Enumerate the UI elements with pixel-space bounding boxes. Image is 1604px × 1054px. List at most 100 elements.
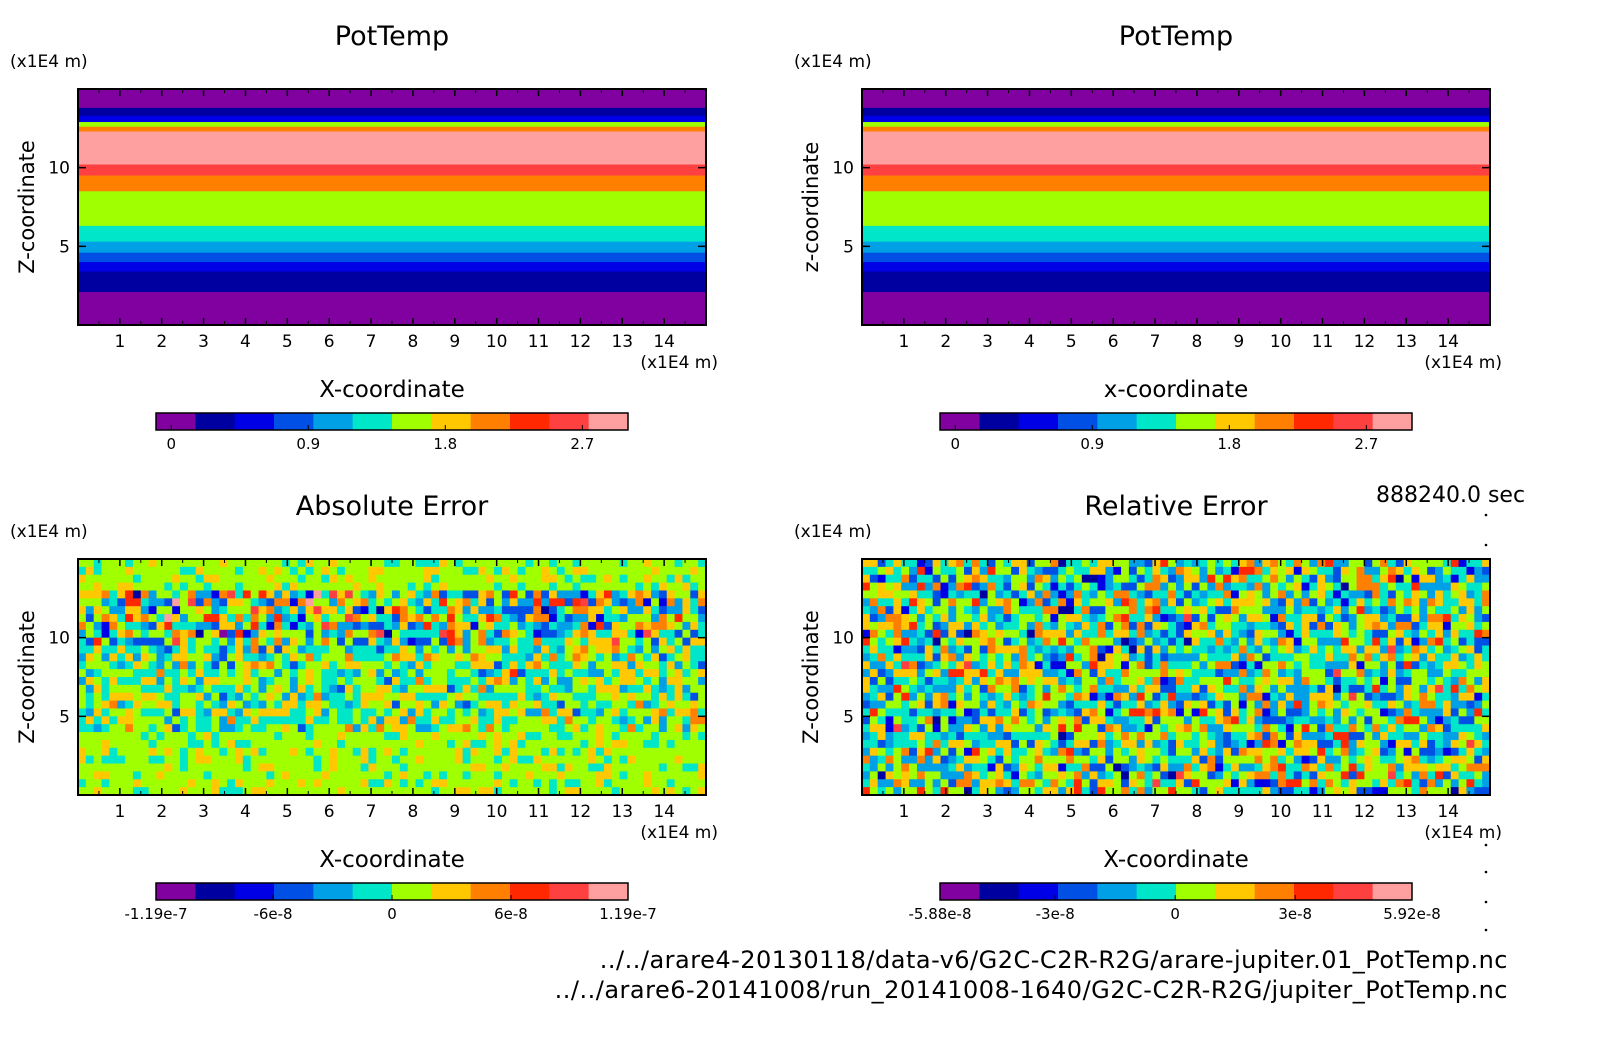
footer-file-1: ../../arare4-20130118/data-v6/G2C-C2R-R2… <box>599 946 1508 974</box>
x-tick-label: 2 <box>156 802 167 822</box>
x-tick-label: 8 <box>1192 802 1203 822</box>
colorbar-tick-label: 6e-8 <box>494 905 528 923</box>
contour-layer <box>78 89 706 109</box>
y-tick-label: 5 <box>59 707 70 727</box>
colorbar-swatch <box>313 413 354 430</box>
x-tick-label: 11 <box>1312 332 1334 352</box>
x-axis-label: X-coordinate <box>319 377 465 403</box>
contour-streak <box>572 136 595 140</box>
chart-panel-2: PotTemp (x1E4 m) (x1E4 m) x-coordinate z-coo… <box>794 21 1502 453</box>
contour-streak <box>975 136 1003 140</box>
x-tick-label: 5 <box>282 332 293 352</box>
x-tick-label: 3 <box>982 332 993 352</box>
colorbar-tick-label: 5.92e-8 <box>1383 905 1441 923</box>
x-tick-label: 4 <box>1024 332 1035 352</box>
y-tick-label: 10 <box>48 159 70 179</box>
x-tick-label: 10 <box>1270 332 1292 352</box>
colorbar-tick-label: 2.7 <box>1354 435 1378 453</box>
colorbar: 0 0.9 1.8 2.7 <box>155 412 629 453</box>
edge-dot <box>1484 870 1488 874</box>
contour-layer <box>862 291 1490 325</box>
x-tick-label: 5 <box>282 802 293 822</box>
contour-layer <box>862 115 1490 123</box>
colorbar-swatch <box>195 883 236 900</box>
colorbar-swatch <box>392 413 432 430</box>
edge-dot <box>1484 843 1488 847</box>
colorbar-swatch <box>1215 883 1256 900</box>
colorbar-tick-label: 1.19e-7 <box>599 905 657 923</box>
colorbar-swatch <box>1058 883 1098 900</box>
contour-streak <box>603 136 640 140</box>
colorbar-tick-label: 0 <box>166 435 176 453</box>
contour-streak <box>1166 136 1186 140</box>
x-axis-label: X-coordinate <box>319 847 465 873</box>
contour-streak <box>1086 136 1106 140</box>
colorbar-swatch <box>979 413 1020 430</box>
x-tick-label: 6 <box>324 802 335 822</box>
y-unit-label: (x1E4 m) <box>10 522 88 542</box>
colorbar-swatch <box>431 413 472 430</box>
y-axis-label: z-coordinate <box>799 142 823 273</box>
x-tick-label: 13 <box>1395 332 1417 352</box>
contour-layer <box>862 126 1490 132</box>
x-tick-label: 5 <box>1066 332 1077 352</box>
colorbar: -5.88e-8 -3e-8 0 3e-8 5.92e-8 <box>909 882 1441 923</box>
colorbar-swatch <box>1372 413 1413 430</box>
colorbar-tick-label: 3e-8 <box>1278 905 1312 923</box>
x-tick-label: 11 <box>528 802 550 822</box>
chart-title: Relative Error <box>1084 491 1268 522</box>
x-tick-label: 12 <box>1354 332 1376 352</box>
contour-layer <box>862 175 1490 192</box>
y-unit-label: (x1E4 m) <box>10 52 88 72</box>
colorbar: 0 0.9 1.8 2.7 <box>939 412 1413 453</box>
contour-streak <box>419 136 443 140</box>
plot-area <box>862 89 1490 325</box>
contour-layer <box>862 122 1490 128</box>
x-tick-label: 13 <box>1395 802 1417 822</box>
colorbar-tick-label: 0.9 <box>296 435 320 453</box>
contour-layer <box>78 271 706 293</box>
x-tick-label: 4 <box>1024 802 1035 822</box>
contour-streak <box>1393 136 1425 140</box>
x-tick-label: 4 <box>240 332 251 352</box>
contour-streak <box>682 136 699 140</box>
contour-streak <box>260 136 297 140</box>
x-tick-label: 10 <box>486 802 508 822</box>
x-tick-label: 14 <box>1437 332 1459 352</box>
x-tick-label: 11 <box>1312 802 1334 822</box>
chart-title: PotTemp <box>1119 21 1233 52</box>
x-tick-label: 10 <box>1270 802 1292 822</box>
time-label: 888240.0 sec <box>1376 483 1526 508</box>
colorbar-swatch <box>940 413 980 430</box>
x-tick-label: 6 <box>1108 802 1119 822</box>
x-tick-label: 9 <box>449 332 460 352</box>
x-tick-label: 3 <box>198 802 209 822</box>
colorbar-swatch <box>1215 413 1256 430</box>
x-tick-label: 2 <box>156 332 167 352</box>
x-unit-label: (x1E4 m) <box>1424 353 1502 373</box>
contour-layer <box>78 252 706 263</box>
y-tick-label: 10 <box>48 629 70 649</box>
colorbar-swatch <box>1176 413 1216 430</box>
colorbar-swatch <box>979 883 1020 900</box>
contour-streak <box>152 136 187 140</box>
colorbar-tick-label: 1.8 <box>433 435 457 453</box>
x-tick-label: 8 <box>408 332 419 352</box>
x-tick-label: 7 <box>1150 332 1161 352</box>
colorbar-tick-label: 1.8 <box>1217 435 1241 453</box>
x-tick-label: 6 <box>1108 332 1119 352</box>
contour-streak <box>380 136 412 140</box>
contour-layer <box>78 115 706 123</box>
chart-panel-3: Absolute Error (x1E4 m) (x1E4 m) X-coordina… <box>10 491 718 923</box>
colorbar-swatch <box>549 413 590 430</box>
colorbar-swatch <box>510 883 550 900</box>
x-tick-label: 1 <box>114 332 125 352</box>
plot-area <box>78 559 706 795</box>
colorbar-swatch <box>234 883 275 900</box>
contour-streak <box>1241 136 1272 140</box>
x-tick-label: 1 <box>898 802 909 822</box>
edge-dot <box>1484 513 1488 517</box>
colorbar-swatch <box>549 883 590 900</box>
colorbar-swatch <box>1097 883 1138 900</box>
x-tick-label: 13 <box>611 332 633 352</box>
